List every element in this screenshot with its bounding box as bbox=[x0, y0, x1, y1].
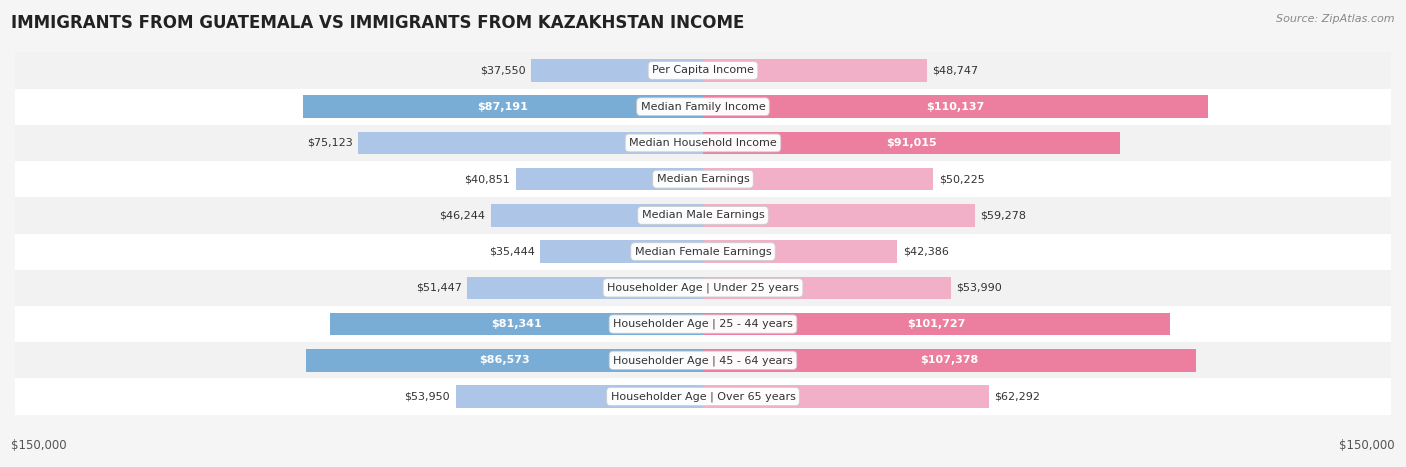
Text: $62,292: $62,292 bbox=[994, 391, 1040, 402]
Text: Median Male Earnings: Median Male Earnings bbox=[641, 211, 765, 220]
Text: $37,550: $37,550 bbox=[479, 65, 526, 76]
Bar bbox=[304, 95, 703, 118]
Bar bbox=[15, 342, 1391, 378]
Text: $59,278: $59,278 bbox=[980, 211, 1026, 220]
Text: Householder Age | Over 65 years: Householder Age | Over 65 years bbox=[610, 391, 796, 402]
Text: Householder Age | Under 25 years: Householder Age | Under 25 years bbox=[607, 283, 799, 293]
Bar bbox=[307, 349, 703, 372]
Text: $51,447: $51,447 bbox=[416, 283, 461, 293]
Text: $35,444: $35,444 bbox=[489, 247, 534, 256]
Bar bbox=[703, 313, 1170, 335]
Text: $46,244: $46,244 bbox=[440, 211, 485, 220]
Text: $110,137: $110,137 bbox=[927, 102, 984, 112]
Bar bbox=[703, 132, 1121, 154]
Text: $40,851: $40,851 bbox=[464, 174, 510, 184]
Bar bbox=[15, 197, 1391, 234]
Text: Per Capita Income: Per Capita Income bbox=[652, 65, 754, 76]
Bar bbox=[703, 385, 988, 408]
Bar bbox=[491, 204, 703, 226]
Text: $53,990: $53,990 bbox=[956, 283, 1002, 293]
Text: $87,191: $87,191 bbox=[478, 102, 529, 112]
Text: Median Earnings: Median Earnings bbox=[657, 174, 749, 184]
Text: $50,225: $50,225 bbox=[939, 174, 984, 184]
Bar bbox=[531, 59, 703, 82]
Text: $42,386: $42,386 bbox=[903, 247, 949, 256]
Text: $48,747: $48,747 bbox=[932, 65, 979, 76]
Bar bbox=[703, 241, 897, 263]
Text: $150,000: $150,000 bbox=[1339, 439, 1395, 452]
Bar bbox=[703, 168, 934, 191]
Bar bbox=[703, 349, 1195, 372]
Text: Householder Age | 25 - 44 years: Householder Age | 25 - 44 years bbox=[613, 319, 793, 329]
Bar bbox=[15, 125, 1391, 161]
Text: IMMIGRANTS FROM GUATEMALA VS IMMIGRANTS FROM KAZAKHSTAN INCOME: IMMIGRANTS FROM GUATEMALA VS IMMIGRANTS … bbox=[11, 14, 745, 32]
Text: Median Family Income: Median Family Income bbox=[641, 102, 765, 112]
Bar bbox=[359, 132, 703, 154]
Bar bbox=[15, 270, 1391, 306]
Bar bbox=[15, 234, 1391, 270]
Bar bbox=[703, 59, 927, 82]
Bar bbox=[703, 276, 950, 299]
Text: $81,341: $81,341 bbox=[491, 319, 541, 329]
Bar bbox=[15, 161, 1391, 197]
Text: Median Female Earnings: Median Female Earnings bbox=[634, 247, 772, 256]
Bar bbox=[540, 241, 703, 263]
Bar bbox=[703, 204, 974, 226]
Bar bbox=[516, 168, 703, 191]
Bar bbox=[15, 52, 1391, 89]
Text: $150,000: $150,000 bbox=[11, 439, 67, 452]
Text: Householder Age | 45 - 64 years: Householder Age | 45 - 64 years bbox=[613, 355, 793, 366]
Text: Median Household Income: Median Household Income bbox=[628, 138, 778, 148]
Bar bbox=[15, 89, 1391, 125]
Text: $75,123: $75,123 bbox=[307, 138, 353, 148]
Bar bbox=[467, 276, 703, 299]
Bar bbox=[15, 306, 1391, 342]
Text: $91,015: $91,015 bbox=[886, 138, 936, 148]
Text: $86,573: $86,573 bbox=[479, 355, 530, 365]
Bar bbox=[703, 95, 1208, 118]
Text: $107,378: $107,378 bbox=[920, 355, 979, 365]
Text: $101,727: $101,727 bbox=[907, 319, 966, 329]
Text: $53,950: $53,950 bbox=[405, 391, 450, 402]
Text: Source: ZipAtlas.com: Source: ZipAtlas.com bbox=[1277, 14, 1395, 24]
Bar bbox=[15, 378, 1391, 415]
Bar bbox=[456, 385, 703, 408]
Bar bbox=[330, 313, 703, 335]
